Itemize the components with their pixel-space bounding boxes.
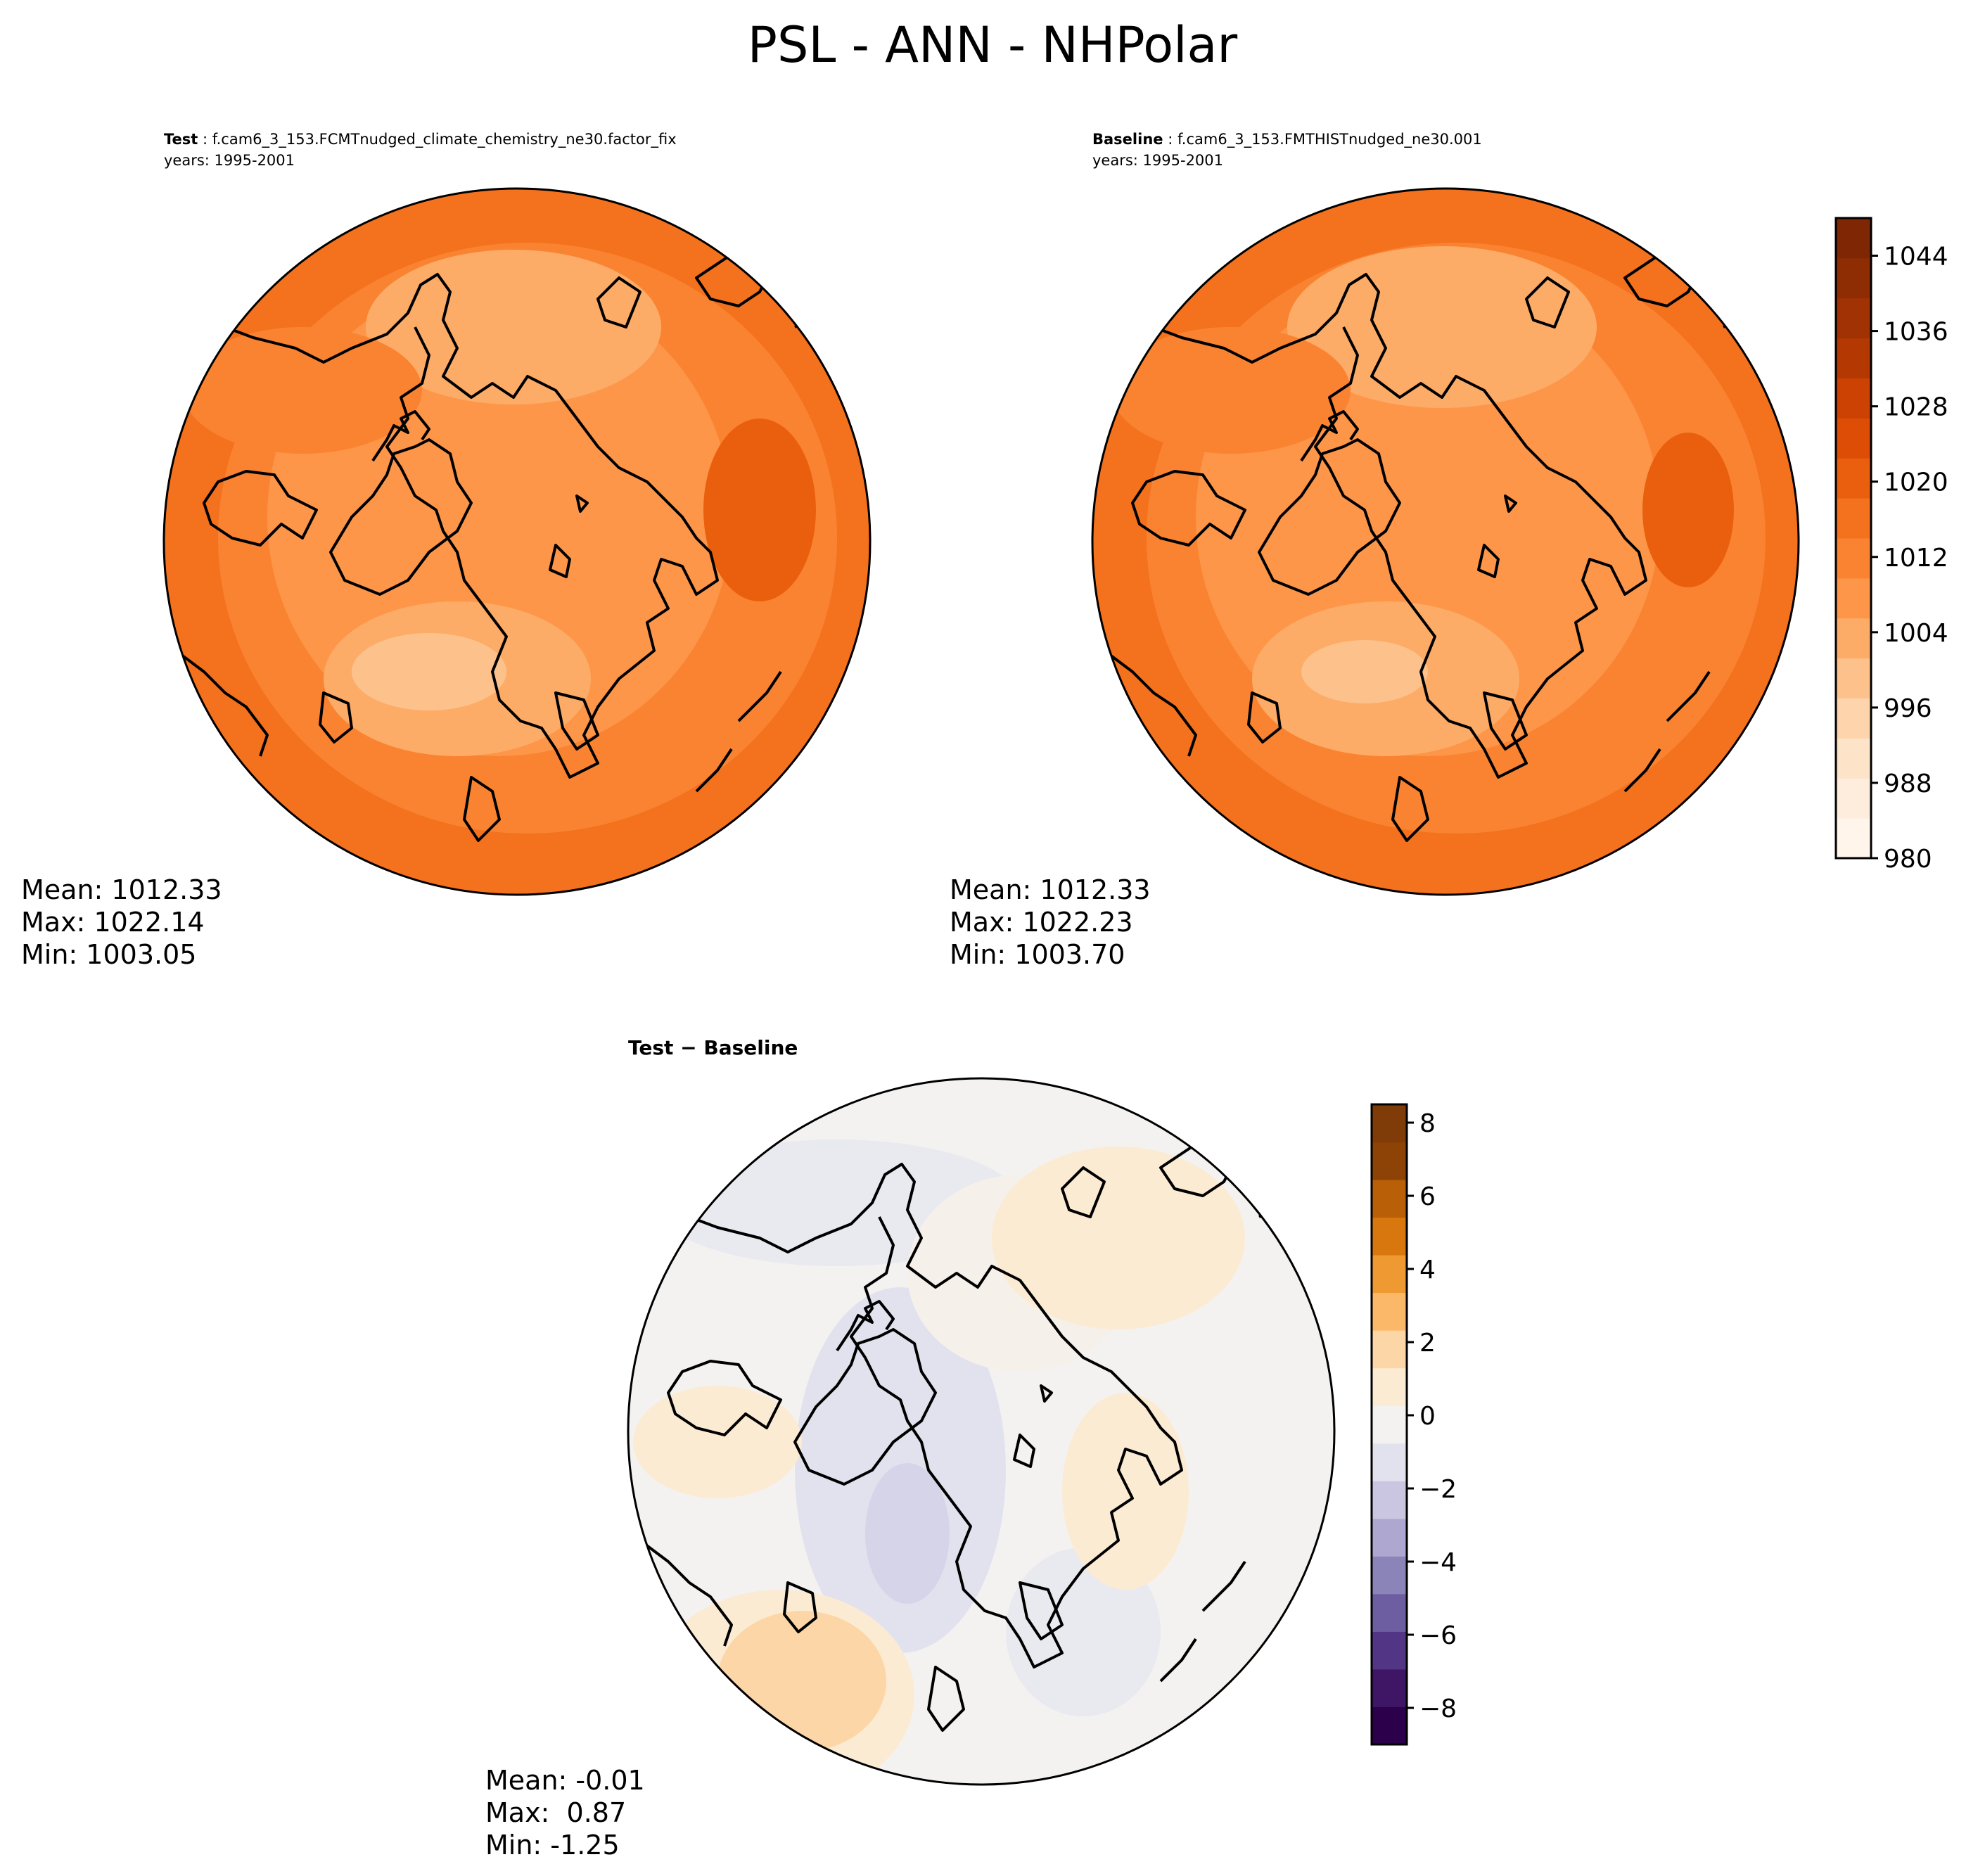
main-colorbar-level <box>1836 418 1871 459</box>
test-polar-map <box>162 187 872 896</box>
test-panel-title: Test : f.cam6_3_153.FCMTnudged_climate_c… <box>164 131 677 148</box>
main-colorbar-level <box>1836 257 1871 299</box>
test-title-bold: Test <box>164 131 198 148</box>
test-mean: Mean: 1012.33 <box>21 874 222 905</box>
diff-colorbar-level <box>1372 1405 1407 1444</box>
baseline-panel-title: Baseline : f.cam6_3_153.FMTHISTnudged_ne… <box>1092 131 1482 148</box>
baseline-stats: Mean: 1012.33 Max: 1022.23 Min: 1003.70 <box>950 874 1151 971</box>
main-colorbar-level <box>1836 498 1871 539</box>
diff-colorbar-level <box>1372 1367 1407 1406</box>
diff-polar-map <box>627 1077 1336 1786</box>
diff-colorbar-tick-label: −8 <box>1419 1695 1457 1723</box>
diff-colorbar-tick-label: 4 <box>1419 1256 1436 1284</box>
diff-colorbar-tick-label: 2 <box>1419 1329 1436 1358</box>
main-colorbar-level <box>1836 778 1871 819</box>
main-colorbar-level <box>1836 338 1871 378</box>
figure-title: PSL - ANN - NHPolar <box>747 16 1238 74</box>
main-colorbar-tick-label: 980 <box>1884 845 1932 872</box>
baseline-max: Max: 1022.23 <box>950 907 1133 938</box>
main-colorbar-blocks <box>1836 218 1871 859</box>
main-colorbar-frame <box>1834 217 1872 860</box>
main-colorbar-level <box>1836 818 1871 859</box>
diff-colorbar-level <box>1372 1668 1407 1707</box>
main-colorbar-level <box>1836 218 1871 259</box>
diff-colorbar-blocks <box>1372 1104 1407 1745</box>
main-colorbar-tick-label: 988 <box>1884 770 1932 798</box>
main-colorbar-tick-label: 1036 <box>1884 318 1948 347</box>
diff-colorbar-level <box>1372 1180 1407 1218</box>
main-colorbar-tick-label: 1020 <box>1884 468 1948 497</box>
baseline-title-bold: Baseline <box>1092 131 1163 148</box>
main-colorbar-tick-label: 1012 <box>1884 544 1948 573</box>
diff-max: Max: 0.87 <box>485 1797 627 1828</box>
diff-colorbar-tick-label: −2 <box>1419 1475 1457 1504</box>
diff-colorbar-tick-label: −6 <box>1419 1621 1457 1650</box>
diff-stats: Mean: -0.01 Max: 0.87 Min: -1.25 <box>485 1764 645 1861</box>
main-colorbar-ticks: 980 988 996 1004 1012 1020 1028 1036 1044 <box>1871 243 1948 872</box>
diff-colorbar-tick-label: 8 <box>1419 1109 1436 1138</box>
diff-colorbar-level <box>1372 1255 1407 1294</box>
main-colorbar-level <box>1836 298 1871 339</box>
diff-colorbar-level <box>1372 1104 1407 1143</box>
diff-colorbar-level <box>1372 1142 1407 1180</box>
diff-colorbar-level <box>1372 1631 1407 1670</box>
main-colorbar-level <box>1836 618 1871 659</box>
diff-colorbar: −8 −6 −4 −2 0 2 4 6 8 <box>1370 1103 1457 1746</box>
test-stats: Mean: 1012.33 Max: 1022.14 Min: 1003.05 <box>21 874 222 971</box>
main-colorbar-tick-label: 1044 <box>1884 243 1948 272</box>
main-colorbar-tick-label: 996 <box>1884 694 1932 723</box>
diff-colorbar-level <box>1372 1330 1407 1369</box>
diff-colorbar-tick-label: 0 <box>1419 1402 1436 1431</box>
diff-colorbar-level <box>1372 1481 1407 1519</box>
main-colorbar-level <box>1836 698 1871 739</box>
diff-colorbar-level <box>1372 1518 1407 1557</box>
diff-colorbar-tick-label: 6 <box>1419 1182 1436 1211</box>
diff-colorbar-frame <box>1370 1103 1408 1746</box>
diff-colorbar-level <box>1372 1593 1407 1632</box>
main-colorbar-level <box>1836 458 1871 499</box>
diff-mean: Mean: -0.01 <box>485 1765 645 1796</box>
main-colorbar-level <box>1836 658 1871 698</box>
test-panel-years: years: 1995-2001 <box>164 152 295 169</box>
baseline-min: Min: 1003.70 <box>950 939 1125 970</box>
diff-panel-title: Test − Baseline <box>628 1036 798 1059</box>
main-colorbar-level <box>1836 538 1871 579</box>
main-colorbar-level <box>1836 378 1871 419</box>
test-min: Min: 1003.05 <box>21 939 197 970</box>
main-colorbar-level <box>1836 738 1871 779</box>
diff-colorbar-level <box>1372 1292 1407 1331</box>
test-max: Max: 1022.14 <box>21 907 205 938</box>
diff-min: Min: -1.25 <box>485 1830 620 1861</box>
main-colorbar: 980 988 996 1004 1012 1020 1028 1036 1044 <box>1834 217 1948 872</box>
diff-colorbar-level <box>1372 1706 1407 1745</box>
main-colorbar-tick-label: 1004 <box>1884 619 1948 648</box>
diff-colorbar-level <box>1372 1443 1407 1481</box>
diff-colorbar-level <box>1372 1217 1407 1256</box>
main-colorbar-tick-label: 1028 <box>1884 393 1948 422</box>
test-title-case: : f.cam6_3_153.FCMTnudged_climate_chemis… <box>198 131 677 148</box>
diff-colorbar-tick-label: −4 <box>1419 1548 1457 1577</box>
diff-colorbar-level <box>1372 1556 1407 1595</box>
baseline-title-case: : f.cam6_3_153.FMTHISTnudged_ne30.001 <box>1163 131 1482 148</box>
main-colorbar-level <box>1836 578 1871 619</box>
diff-colorbar-ticks: −8 −6 −4 −2 0 2 4 6 8 <box>1407 1109 1457 1723</box>
baseline-panel-years: years: 1995-2001 <box>1092 152 1224 169</box>
baseline-mean: Mean: 1012.33 <box>950 874 1151 905</box>
baseline-polar-map <box>1091 187 1800 896</box>
